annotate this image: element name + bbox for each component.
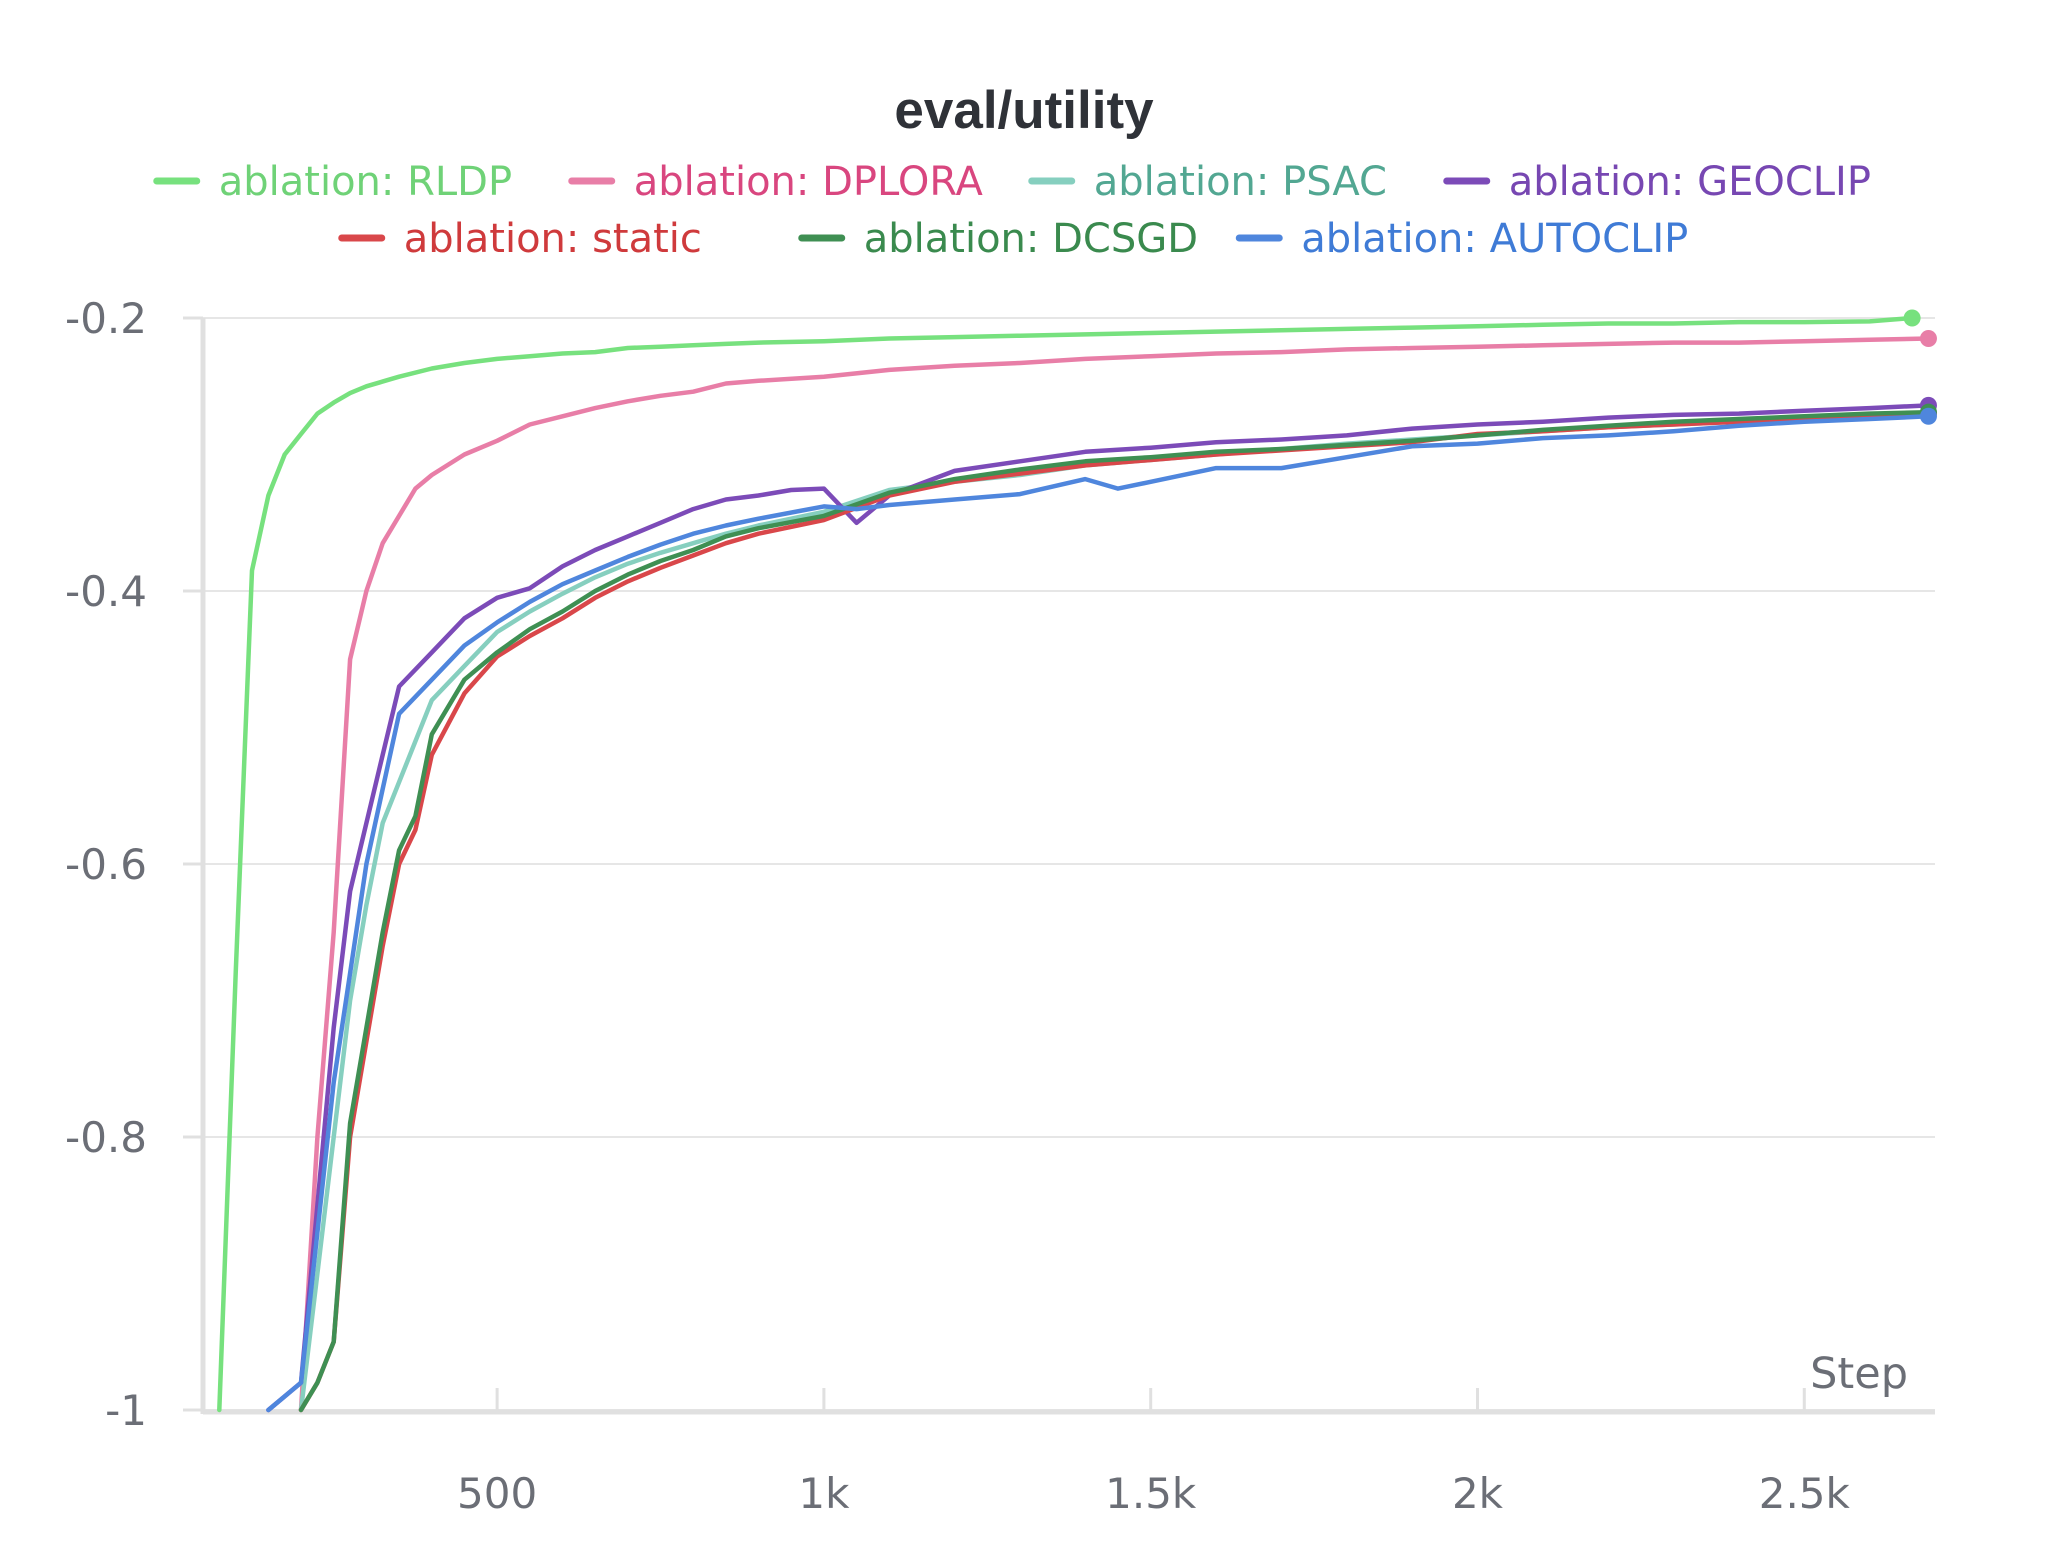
x-tick-label: 1k <box>798 1469 850 1518</box>
axes: -0.2 -0.4 -0.6 -0.8 -1 500 1k 1.5k 2k 2.5k <box>65 294 1935 1518</box>
x-tick-label: 2k <box>1452 1469 1504 1518</box>
legend-label: ablation: DCSGD <box>864 216 1198 262</box>
series-line-6 <box>266 414 1931 1413</box>
plot-area <box>217 309 1937 1413</box>
series-line-2 <box>298 411 1931 1413</box>
x-tick-label: 1.5k <box>1105 1469 1197 1518</box>
x-tick-label: 500 <box>457 1469 537 1518</box>
series-line-5 <box>298 409 1931 1413</box>
chart-title: eval/utility <box>894 81 1154 140</box>
series-line-4 <box>298 411 1931 1413</box>
legend-label: ablation: PSAC <box>1094 159 1387 205</box>
series-line-1 <box>298 336 1931 1413</box>
x-axis-label: Step <box>1810 1349 1908 1399</box>
series-end-point-0 <box>1903 309 1921 327</box>
series-end-point-6 <box>1919 407 1937 425</box>
y-tick-label: -0.2 <box>65 294 147 343</box>
x-tick-label: 2.5k <box>1759 1469 1851 1518</box>
legend-label: ablation: DPLORA <box>634 159 984 205</box>
series-end-point-1 <box>1919 329 1937 347</box>
y-tick-label: -0.6 <box>65 840 147 889</box>
legend-label: ablation: static <box>404 216 702 262</box>
legend-label: ablation: AUTOCLIP <box>1301 216 1688 262</box>
series-line-0 <box>217 315 1915 1413</box>
legend: ablation: RLDP ablation: DPLORA ablation: … <box>153 159 1871 262</box>
y-tick-label: -1 <box>105 1386 147 1435</box>
legend-label: ablation: RLDP <box>219 159 512 205</box>
legend-label: ablation: GEOCLIP <box>1509 159 1871 205</box>
y-tick-label: -0.4 <box>65 567 147 616</box>
y-tick-label: -0.8 <box>65 1113 147 1162</box>
series-line-3 <box>266 403 1931 1413</box>
